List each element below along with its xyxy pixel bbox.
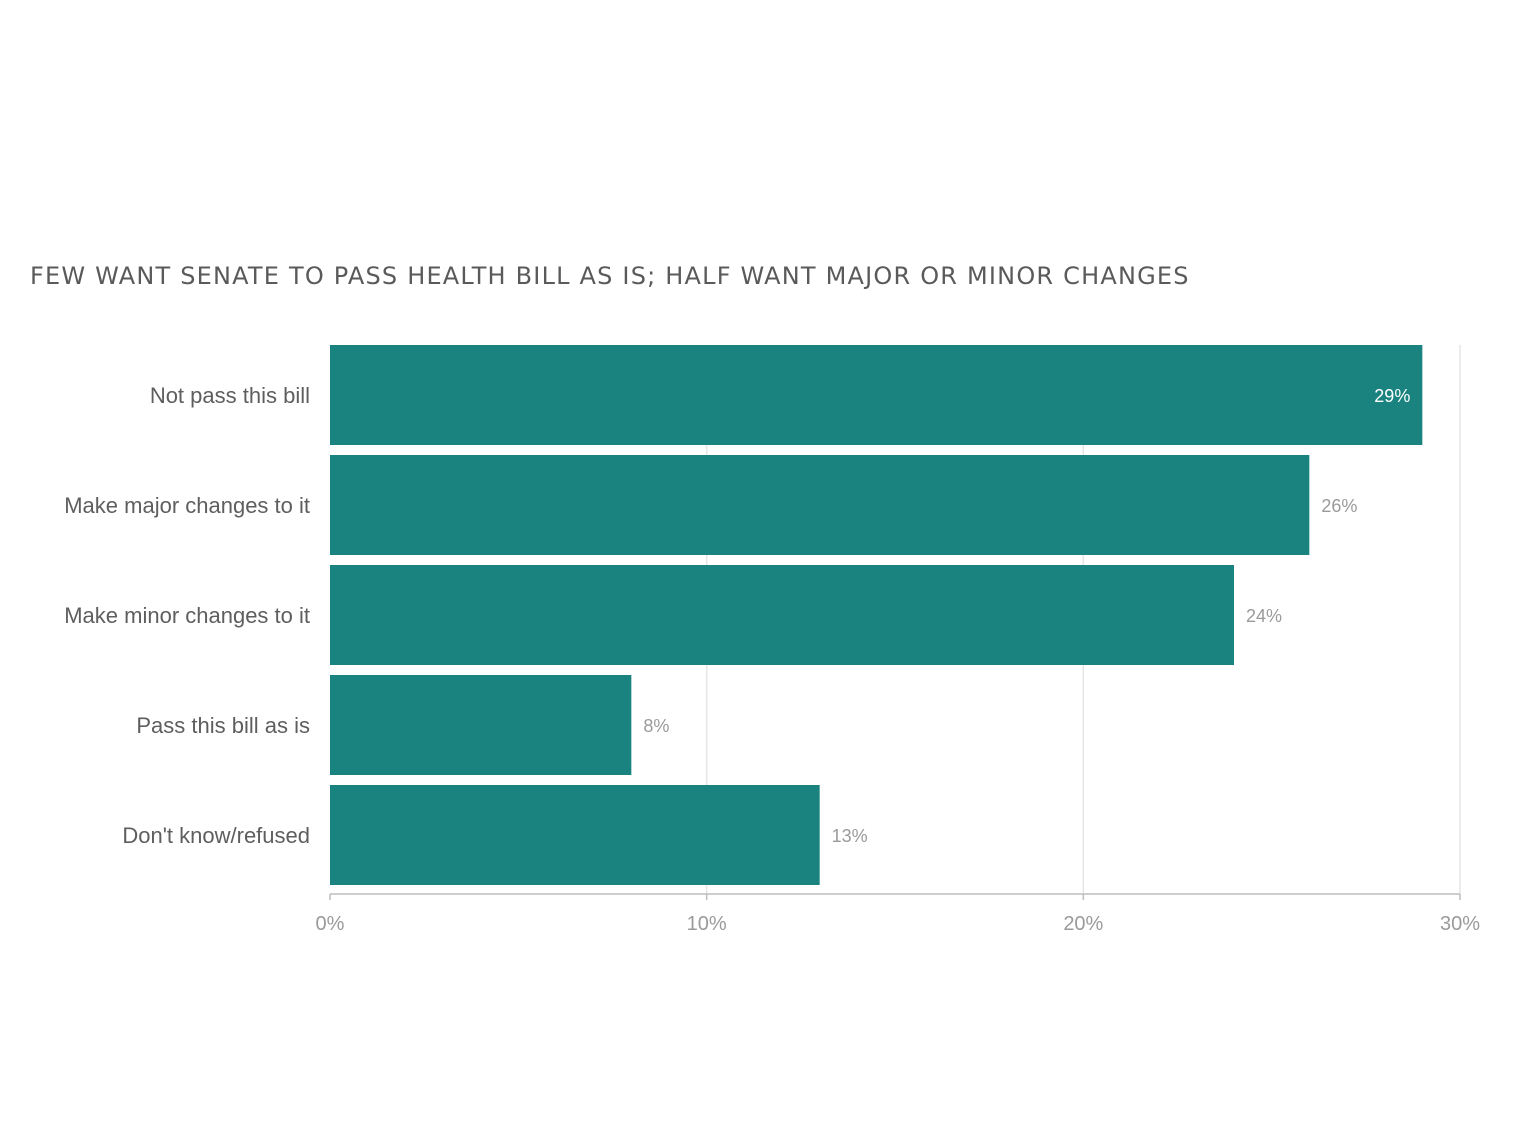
bars xyxy=(330,345,1423,885)
bar xyxy=(330,345,1423,445)
data-label: 8% xyxy=(643,716,669,736)
data-label: 13% xyxy=(832,826,868,846)
x-axis: 0% 10% 20% 30% xyxy=(316,893,1480,935)
x-tick-label: 30% xyxy=(1440,913,1480,935)
category-label: Pass this bill as is xyxy=(136,713,310,738)
data-label: 26% xyxy=(1321,496,1357,516)
x-tick-label: 0% xyxy=(316,913,345,935)
category-label: Make major changes to it xyxy=(64,493,310,518)
chart-title: FEW WANT SENATE TO PASS HEALTH BILL AS I… xyxy=(30,262,1190,290)
data-label: 24% xyxy=(1246,606,1282,626)
category-label: Make minor changes to it xyxy=(64,603,310,628)
x-tick-label: 10% xyxy=(687,913,727,935)
bar xyxy=(330,785,820,885)
bar xyxy=(330,455,1310,555)
category-label: Don't know/refused xyxy=(122,823,310,848)
bar xyxy=(330,565,1234,665)
x-tick-label: 20% xyxy=(1063,913,1103,935)
data-label: 29% xyxy=(1374,386,1410,406)
category-label: Not pass this bill xyxy=(150,383,310,408)
bar xyxy=(330,675,632,775)
category-labels: Not pass this bill 29% Make major changes … xyxy=(64,383,1410,848)
